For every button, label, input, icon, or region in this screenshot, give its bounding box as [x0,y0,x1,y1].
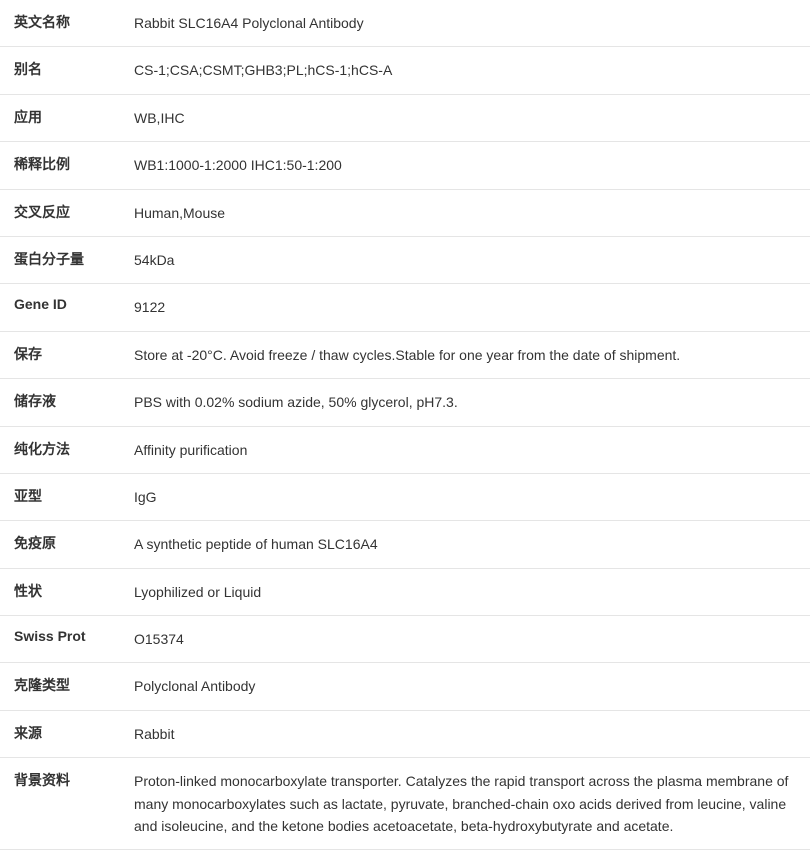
row-label: 保存 [14,344,134,366]
row-label: 储存液 [14,391,134,413]
row-value: Proton-linked monocarboxylate transporte… [134,770,800,837]
row-value: Lyophilized or Liquid [134,581,800,603]
row-value: Store at -20°C. Avoid freeze / thaw cycl… [134,344,800,366]
row-label: 背景资料 [14,770,134,837]
row-label: 免疫原 [14,533,134,555]
table-row: 稀释比例 WB1:1000-1:2000 IHC1:50-1:200 [0,142,810,189]
row-value: 54kDa [134,249,800,271]
table-row: 蛋白分子量 54kDa [0,237,810,284]
row-label: Swiss Prot [14,628,134,650]
row-value: Polyclonal Antibody [134,675,800,697]
table-row: 交叉反应 Human,Mouse [0,190,810,237]
row-value: PBS with 0.02% sodium azide, 50% glycero… [134,391,800,413]
table-row: 亚型 IgG [0,474,810,521]
row-value: IgG [134,486,800,508]
row-label: 亚型 [14,486,134,508]
row-label: 克隆类型 [14,675,134,697]
row-value: Rabbit SLC16A4 Polyclonal Antibody [134,12,800,34]
table-row: 别名 CS-1;CSA;CSMT;GHB3;PL;hCS-1;hCS-A [0,47,810,94]
row-label: 应用 [14,107,134,129]
table-row: 纯化方法 Affinity purification [0,427,810,474]
row-value: WB,IHC [134,107,800,129]
row-label: 蛋白分子量 [14,249,134,271]
row-label: Gene ID [14,296,134,318]
table-row: 性状 Lyophilized or Liquid [0,569,810,616]
row-value: Affinity purification [134,439,800,461]
table-row: 来源 Rabbit [0,711,810,758]
row-label: 别名 [14,59,134,81]
row-label: 英文名称 [14,12,134,34]
table-row: 免疫原 A synthetic peptide of human SLC16A4 [0,521,810,568]
table-row: 保存 Store at -20°C. Avoid freeze / thaw c… [0,332,810,379]
table-row: 克隆类型 Polyclonal Antibody [0,663,810,710]
row-value: Rabbit [134,723,800,745]
row-label: 性状 [14,581,134,603]
row-label: 稀释比例 [14,154,134,176]
row-value: WB1:1000-1:2000 IHC1:50-1:200 [134,154,800,176]
row-label: 纯化方法 [14,439,134,461]
table-row: 储存液 PBS with 0.02% sodium azide, 50% gly… [0,379,810,426]
row-value: Human,Mouse [134,202,800,224]
row-value: CS-1;CSA;CSMT;GHB3;PL;hCS-1;hCS-A [134,59,800,81]
row-label: 来源 [14,723,134,745]
table-row: 背景资料 Proton-linked monocarboxylate trans… [0,758,810,850]
table-row: 应用 WB,IHC [0,95,810,142]
row-value: A synthetic peptide of human SLC16A4 [134,533,800,555]
row-value: O15374 [134,628,800,650]
table-row: Gene ID 9122 [0,284,810,331]
table-row: 英文名称 Rabbit SLC16A4 Polyclonal Antibody [0,0,810,47]
row-value: 9122 [134,296,800,318]
row-label: 交叉反应 [14,202,134,224]
spec-table: 英文名称 Rabbit SLC16A4 Polyclonal Antibody … [0,0,810,850]
table-row: Swiss Prot O15374 [0,616,810,663]
